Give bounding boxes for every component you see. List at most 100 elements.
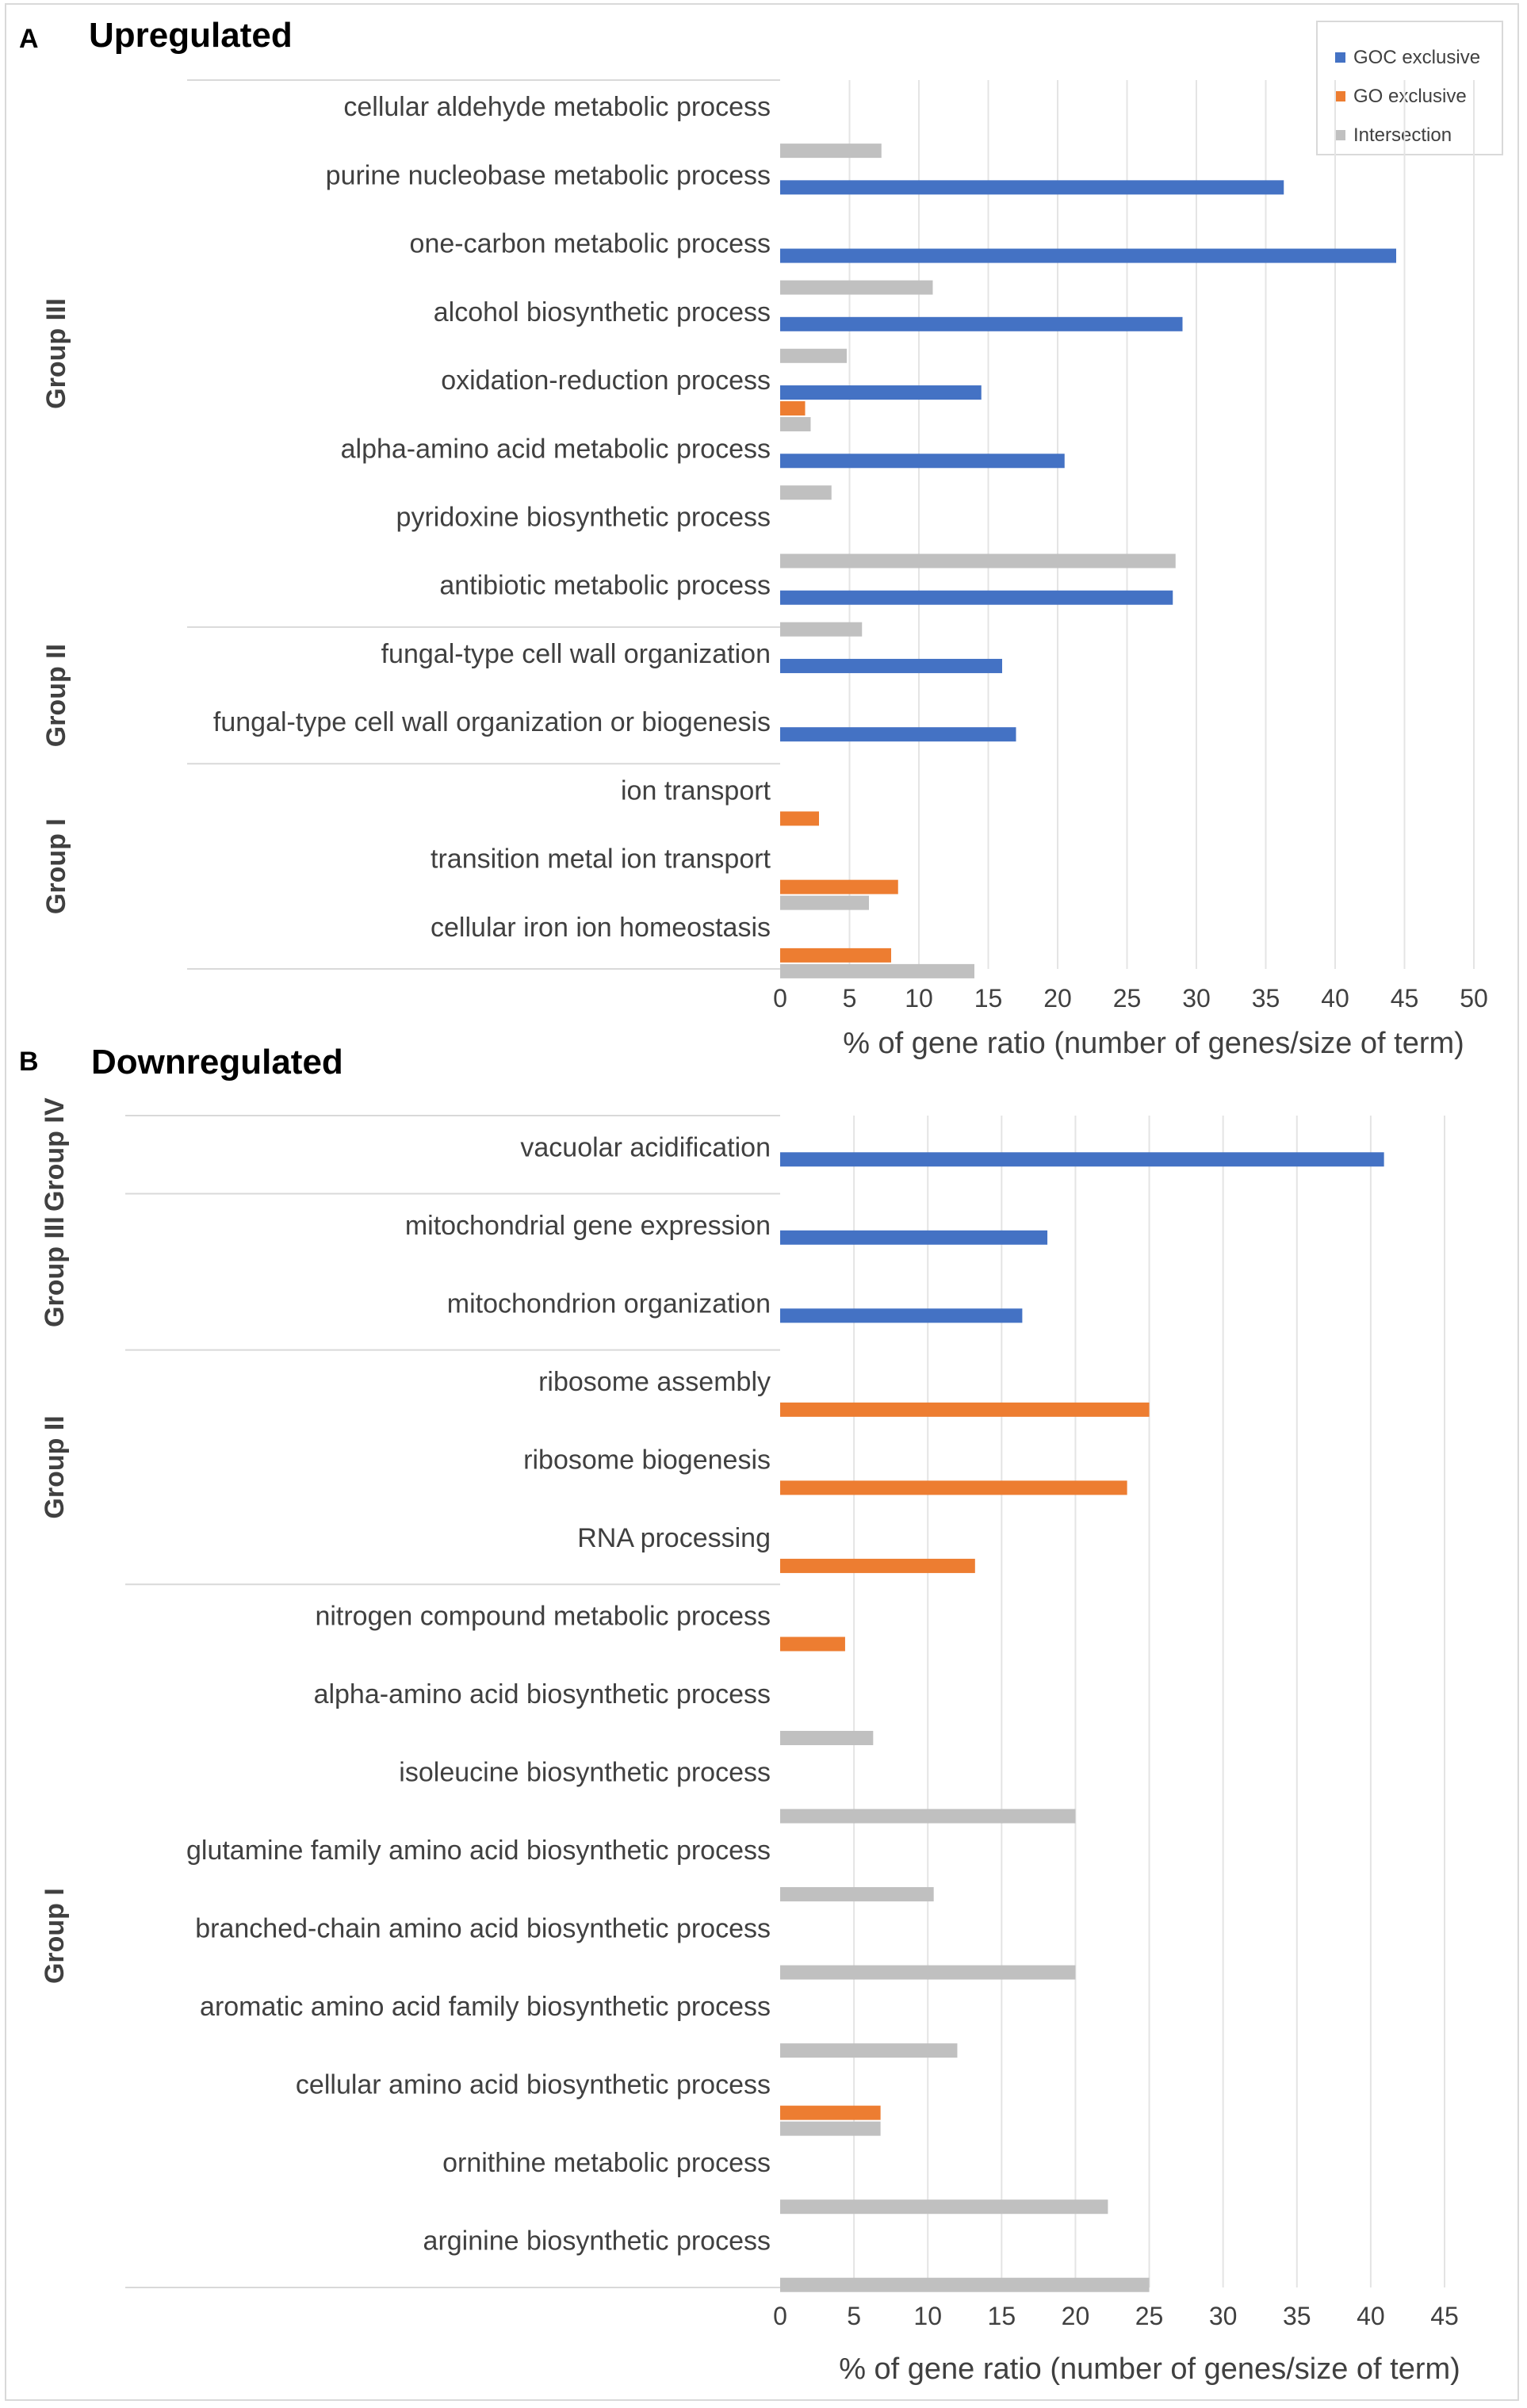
panel-b-bar-goc-mitochondrial-gene-expression — [780, 1230, 1048, 1245]
panel-b-x-tick-label-20: 20 — [1062, 2302, 1090, 2330]
panel-a-x-tick-label-25: 25 — [1113, 984, 1142, 1013]
panel-a-x-tick-label-30: 30 — [1182, 984, 1211, 1013]
panel-b-category-label-mitochondrion-organization: mitochondrion organization — [447, 1288, 771, 1319]
panel-b-x-tick-label-45: 45 — [1430, 2302, 1459, 2330]
panel-b-category-label-nitrogen-compound-metabolic-process: nitrogen compound metabolic process — [315, 1601, 771, 1631]
panel-b-bar-goc-mitochondrion-organization — [780, 1308, 1023, 1323]
panel-b-bar-goc-vacuolar-acidification — [780, 1152, 1384, 1167]
panel-b-bar-intersection-arginine-biosynthetic-process — [780, 2277, 1150, 2292]
panel-a-group-label-group-iii: Group III — [41, 298, 71, 409]
chart-legend: GOC exclusive GO exclusive Intersection — [1316, 21, 1503, 155]
panel-a-category-label-oxidation-reduction-process: oxidation-reduction process — [441, 366, 771, 396]
panel-a-group-label-group-ii: Group II — [41, 644, 71, 747]
panel-b-category-label-vacuolar-acidification: vacuolar acidification — [520, 1132, 771, 1162]
panel-a-bar-goc-alcohol-biosynthetic-process — [780, 316, 1183, 331]
panel-a-bar-intersection-cellular-aldehyde-metabolic-process — [780, 144, 882, 159]
panel-a-category-label-one-carbon-metabolic-process: one-carbon metabolic process — [410, 229, 771, 259]
panel-a-bar-intersection-oxidation-reduction-process — [780, 417, 811, 432]
panel-b-category-label-cellular-amino-acid-biosynthetic-process: cellular amino acid biosynthetic process — [296, 2070, 771, 2100]
panel-a-x-tick-label-45: 45 — [1391, 984, 1419, 1013]
panel-a-bar-goc-purine-nucleobase-metabolic-process — [780, 180, 1284, 195]
panel-a-category-label-fungal-type-cell-wall-organization: fungal-type cell wall organization — [381, 639, 771, 669]
panel-a-group-label-group-i: Group I — [41, 818, 71, 914]
panel-a-bar-goc-alpha-amino-acid-metabolic-process — [780, 454, 1065, 469]
panel-a-bar-goc-oxidation-reduction-process — [780, 385, 982, 400]
panel-b-category-label-glutamine-family-amino-acid-biosynthetic-process: glutamine family amino acid biosynthetic… — [186, 1836, 771, 1866]
panel-b-x-tick-label-10: 10 — [913, 2302, 942, 2330]
panel-a-bar-intersection-alpha-amino-acid-metabolic-process — [780, 485, 832, 500]
panel-b-bar-go-nitrogen-compound-metabolic-process — [780, 1637, 845, 1652]
panel-a-x-tick-label-35: 35 — [1252, 984, 1280, 1013]
panel-b-x-tick-label-5: 5 — [847, 2302, 861, 2330]
legend-swatch-goc — [1335, 52, 1345, 63]
panel-a-bar-intersection-alcohol-biosynthetic-process — [780, 348, 847, 363]
panel-b-bar-intersection-aromatic-amino-acid-family-biosynthetic-process — [780, 2043, 958, 2058]
panel-b-x-tick-label-0: 0 — [773, 2302, 787, 2330]
panel-a-bar-intersection-transition-metal-ion-transport — [780, 895, 869, 910]
panel-a-bar-goc-one-carbon-metabolic-process — [780, 248, 1396, 263]
panel-b-category-label-arginine-biosynthetic-process: arginine biosynthetic process — [423, 2226, 771, 2257]
panel-a-x-tick-label-20: 20 — [1043, 984, 1072, 1013]
panel-b-bar-intersection-ornithine-metabolic-process — [780, 2199, 1108, 2215]
legend-label-go: GO exclusive — [1353, 85, 1467, 107]
legend-swatch-go — [1335, 91, 1345, 101]
panel-b-bar-intersection-isoleucine-biosynthetic-process — [780, 1809, 1076, 1824]
panel-a-letter: A — [19, 24, 39, 54]
panel-a-x-tick-label-10: 10 — [905, 984, 933, 1013]
panel-b-x-tick-label-35: 35 — [1283, 2302, 1311, 2330]
panel-b-category-label-alpha-amino-acid-biosynthetic-process: alpha-amino acid biosynthetic process — [314, 1679, 771, 1709]
panel-a-category-label-antibiotic-metabolic-process: antibiotic metabolic process — [439, 571, 771, 601]
panel-a-category-label-ion-transport: ion transport — [621, 775, 771, 806]
legend-label-goc: GOC exclusive — [1353, 46, 1481, 68]
panel-b-title: Downregulated — [91, 1043, 343, 1081]
panel-b-x-tick-label-15: 15 — [988, 2302, 1016, 2330]
panel-a-category-label-cellular-iron-ion-homeostasis: cellular iron ion homeostasis — [431, 913, 771, 943]
panel-b-category-label-ornithine-metabolic-process: ornithine metabolic process — [442, 2148, 771, 2178]
panel-a-category-label-alcohol-biosynthetic-process: alcohol biosynthetic process — [434, 297, 771, 327]
figure-frame — [5, 3, 1519, 2401]
panel-a-x-tick-label-0: 0 — [773, 984, 787, 1013]
panel-b-x-tick-label-40: 40 — [1357, 2302, 1385, 2330]
panel-a-category-label-transition-metal-ion-transport: transition metal ion transport — [431, 844, 771, 875]
panel-b-bar-go-cellular-amino-acid-biosynthetic-process — [780, 2105, 881, 2120]
panel-a-x-tick-label-40: 40 — [1321, 984, 1349, 1013]
panel-a-x-tick-label-5: 5 — [843, 984, 857, 1013]
panel-b-group-label-group-ii: Group II — [40, 1415, 70, 1518]
panel-a-category-label-alpha-amino-acid-metabolic-process: alpha-amino acid metabolic process — [341, 434, 771, 464]
panel-a-bar-intersection-cellular-iron-ion-homeostasis — [780, 963, 974, 978]
legend-item-goc: GOC exclusive — [1335, 38, 1502, 77]
legend-item-go: GO exclusive — [1335, 77, 1502, 116]
panel-b-category-label-branched-chain-amino-acid-biosynthetic-process: branched-chain amino acid biosynthetic p… — [195, 1914, 771, 1944]
legend-label-intersection: Intersection — [1353, 124, 1452, 146]
panel-a-title: Upregulated — [89, 16, 293, 55]
panel-b-bar-go-rna-processing — [780, 1558, 975, 1573]
panel-a-bar-go-ion-transport — [780, 811, 819, 826]
panel-a-x-tick-label-15: 15 — [974, 984, 1003, 1013]
panel-b-x-tick-label-25: 25 — [1135, 2302, 1164, 2330]
panel-b-bar-go-ribosome-assembly — [780, 1402, 1150, 1417]
panel-a-bar-intersection-one-carbon-metabolic-process — [780, 280, 933, 295]
panel-b-category-label-aromatic-amino-acid-family-biosynthetic-process: aromatic amino acid family biosynthetic … — [200, 1992, 771, 2022]
panel-b-category-label-ribosome-biogenesis: ribosome biogenesis — [523, 1445, 771, 1475]
legend-swatch-intersection — [1335, 130, 1345, 140]
panel-a-bar-go-oxidation-reduction-process — [780, 401, 806, 416]
panel-b-category-label-rna-processing: RNA processing — [577, 1523, 771, 1553]
panel-b-bar-intersection-cellular-amino-acid-biosynthetic-process — [780, 2121, 881, 2136]
panel-a-category-label-purine-nucleobase-metabolic-process: purine nucleobase metabolic process — [326, 160, 771, 190]
panel-b-group-label-group-i: Group I — [40, 1888, 70, 1984]
panel-a-bar-go-transition-metal-ion-transport — [780, 879, 898, 894]
panel-a-bar-intersection-antibiotic-metabolic-process — [780, 622, 863, 637]
panel-b-x-axis-title: % of gene ratio (number of genes/size of… — [839, 2352, 1460, 2386]
panel-a-category-label-fungal-type-cell-wall-organization-or-biogenesis: fungal-type cell wall organization or bi… — [213, 707, 771, 737]
panel-b-bar-intersection-alpha-amino-acid-biosynthetic-process — [780, 1731, 874, 1745]
panel-b-bar-intersection-glutamine-family-amino-acid-biosynthetic-process — [780, 1887, 934, 1902]
panel-a-bar-goc-antibiotic-metabolic-process — [780, 590, 1173, 605]
panel-a-category-label-pyridoxine-biosynthetic-process: pyridoxine biosynthetic process — [396, 503, 771, 533]
panel-a-category-label-cellular-aldehyde-metabolic-process: cellular aldehyde metabolic process — [343, 92, 771, 122]
panel-b-letter: B — [19, 1047, 39, 1077]
panel-b-group-label-group-iv: Group IV — [40, 1097, 70, 1212]
panel-a-x-tick-label-50: 50 — [1460, 984, 1488, 1013]
panel-b-category-label-isoleucine-biosynthetic-process: isoleucine biosynthetic process — [399, 1758, 771, 1788]
panel-a-bar-goc-fungal-type-cell-wall-organization-or-biogenesis — [780, 727, 1016, 742]
